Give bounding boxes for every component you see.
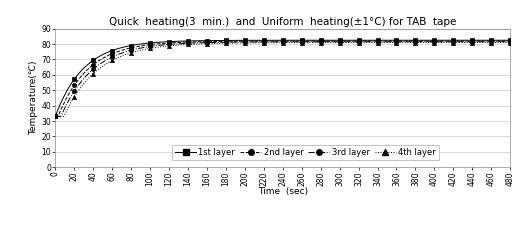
X-axis label: Time  (sec): Time (sec): [258, 187, 308, 196]
Legend: 1st layer, 2nd layer, 3rd layer, 4th layer: 1st layer, 2nd layer, 3rd layer, 4th lay…: [172, 145, 439, 160]
Y-axis label: Temperature(℃): Temperature(℃): [29, 61, 38, 135]
Title: Quick  heating(3  min.)  and  Uniform  heating(±1°C) for TAB  tape: Quick heating(3 min.) and Uniform heatin…: [109, 16, 457, 27]
